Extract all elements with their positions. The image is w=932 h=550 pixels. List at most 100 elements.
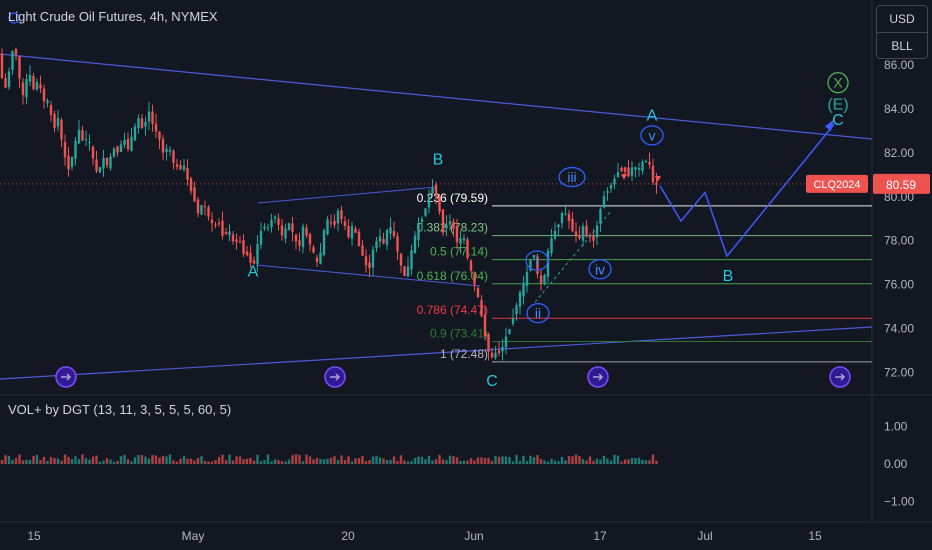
volume-bar <box>644 460 648 464</box>
currency-selector[interactable]: USD BLL <box>876 5 928 59</box>
candle-body <box>242 240 245 254</box>
candle-body <box>266 227 270 229</box>
candle-body <box>543 274 546 285</box>
volume-bar <box>504 456 508 464</box>
volume-bar <box>291 455 294 464</box>
candle-body <box>140 118 144 128</box>
volume-bar <box>147 458 151 464</box>
candle-body <box>273 216 277 219</box>
candle-body <box>585 225 588 235</box>
volume-bar <box>105 458 109 464</box>
candle-body <box>553 230 557 239</box>
volume-bar <box>196 457 200 464</box>
volume-bar <box>543 460 546 464</box>
candle-body <box>371 249 375 268</box>
volume-bar <box>308 456 312 464</box>
candle-body <box>522 284 525 297</box>
candle-body <box>641 161 644 171</box>
volume-bar <box>655 460 658 464</box>
volume-bar <box>46 461 49 464</box>
volume-bar <box>637 457 641 464</box>
wave-label: (E) <box>827 97 848 114</box>
wave-label: A <box>647 108 658 125</box>
candle-body <box>21 82 25 96</box>
volume-bar <box>532 457 536 464</box>
volume-bar <box>452 456 455 464</box>
fib-level-label: 0.236 (79.59) <box>417 191 488 205</box>
volume-bar <box>168 454 172 464</box>
candle-body <box>312 247 315 253</box>
volume-bar <box>466 460 469 464</box>
wave-label: A <box>248 263 259 280</box>
wave-circle <box>525 250 549 271</box>
candle-body <box>4 78 7 88</box>
candle-body <box>137 118 140 129</box>
wave-label: C <box>486 373 498 390</box>
volume-bar <box>130 461 133 464</box>
time-tick-label: 20 <box>341 529 355 543</box>
candle-body <box>630 167 634 176</box>
volume-bar <box>434 459 438 464</box>
volume-bar <box>49 456 53 464</box>
candle-body <box>35 82 39 90</box>
volume-bar <box>431 460 434 464</box>
volume-bar <box>287 459 291 464</box>
volume-bar <box>515 454 518 464</box>
candle-body <box>431 188 434 194</box>
chart-title: Light Crude Oil Futures, 4h, NYMEX <box>8 9 218 24</box>
wave-label: B <box>433 152 444 169</box>
candle-body <box>315 257 319 262</box>
candle-body <box>189 178 193 192</box>
volume-bar <box>385 459 389 464</box>
volume-bar <box>256 454 259 464</box>
volume-bar <box>235 456 238 464</box>
upper-trendline <box>0 53 873 140</box>
candle-body <box>252 260 256 264</box>
candle-body <box>123 140 126 145</box>
candle-body <box>53 113 56 129</box>
volume-bar <box>231 460 235 464</box>
volume-bar <box>417 456 420 464</box>
candle-body <box>95 159 98 171</box>
volume-bar <box>112 461 116 464</box>
candle-body <box>280 225 284 236</box>
wave-circle <box>558 166 586 188</box>
price-tick-label: 72.00 <box>884 365 914 379</box>
candle-body <box>298 240 301 246</box>
wave-circle <box>640 125 664 146</box>
candle-body <box>354 228 357 233</box>
candle-body <box>504 336 508 348</box>
price-tick-label: 86.00 <box>884 58 914 72</box>
fib-level-label: 0.9 (73.41) <box>430 326 488 340</box>
volume-bar <box>25 459 28 464</box>
candle-body <box>529 260 532 271</box>
volume-bar <box>483 458 487 464</box>
wave-circle <box>588 259 612 280</box>
time-tick-label: 17 <box>593 529 607 543</box>
measure-unit[interactable]: BLL <box>891 39 913 53</box>
volume-bar <box>67 456 70 464</box>
volume-bar <box>259 461 263 464</box>
volume-bar <box>42 456 46 464</box>
volume-tick-label: 0.00 <box>884 457 908 471</box>
candle-body <box>270 219 273 228</box>
candle-body <box>119 144 123 153</box>
candle-body <box>39 84 42 89</box>
volume-bar <box>182 456 186 464</box>
volume-bar <box>651 454 655 464</box>
candle-body <box>144 121 147 127</box>
symbol-badge-label: CLQ2024 <box>813 179 860 191</box>
candle-body <box>389 227 392 234</box>
volume-bar <box>627 459 630 464</box>
volume-bar <box>298 454 301 464</box>
volume-bar <box>95 455 98 464</box>
volume-bar <box>469 458 473 464</box>
volume-bar <box>245 458 249 464</box>
volume-bar <box>74 456 77 464</box>
candle-body <box>116 146 119 153</box>
currency-unit[interactable]: USD <box>877 6 927 33</box>
candle-body <box>333 221 336 225</box>
candle-body <box>305 227 308 236</box>
candle-body <box>60 119 63 140</box>
